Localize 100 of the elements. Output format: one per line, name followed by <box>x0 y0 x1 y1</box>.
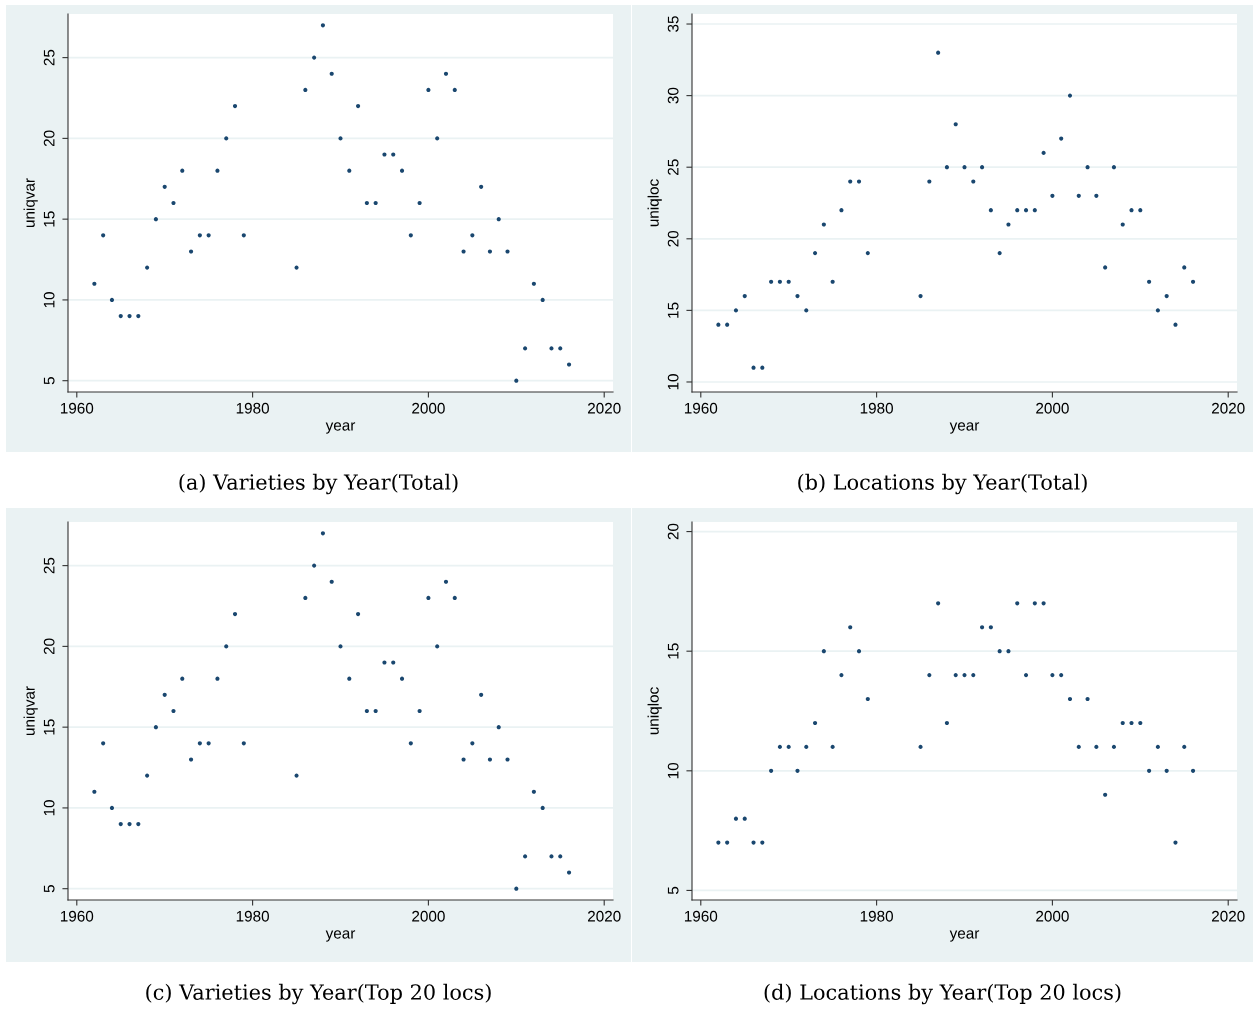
point <box>1129 208 1134 213</box>
point <box>786 279 791 284</box>
point <box>303 595 308 601</box>
point <box>232 611 238 617</box>
point <box>1147 279 1152 284</box>
point <box>329 579 334 584</box>
y-tick-label: 20 <box>43 638 55 655</box>
point <box>918 744 923 749</box>
point <box>505 757 510 762</box>
point <box>312 563 317 568</box>
point <box>1190 279 1196 284</box>
point <box>109 805 115 811</box>
x-tick-label: 2000 <box>1036 402 1069 414</box>
point <box>162 692 167 697</box>
y-tick-label: 10 <box>667 762 679 779</box>
point <box>1111 165 1117 170</box>
point <box>997 649 1002 654</box>
point <box>1094 193 1099 198</box>
point <box>1173 840 1178 845</box>
point <box>496 725 501 730</box>
point <box>716 322 721 327</box>
point <box>848 625 853 630</box>
point <box>531 789 536 794</box>
point <box>382 660 387 665</box>
x-tick-label: 1960 <box>684 402 718 414</box>
point <box>988 208 993 213</box>
x-axis-title: year <box>949 422 980 434</box>
point <box>830 744 835 749</box>
point <box>487 757 493 762</box>
point <box>479 184 484 189</box>
x-tick-label: 2020 <box>1211 910 1245 922</box>
point <box>1023 208 1029 213</box>
point <box>145 773 150 778</box>
point <box>1085 696 1090 702</box>
y-axis-title: uniqloc <box>647 179 662 227</box>
point <box>777 744 782 749</box>
point <box>848 179 853 184</box>
x-tick-label: 1980 <box>236 910 269 922</box>
point <box>980 165 985 170</box>
point <box>127 313 132 319</box>
point <box>408 233 413 238</box>
point <box>971 673 976 678</box>
y-tick-label: 30 <box>667 87 679 104</box>
point <box>391 152 396 157</box>
y-tick-label: 20 <box>667 523 679 540</box>
point <box>364 200 369 206</box>
point <box>1103 265 1108 270</box>
point <box>1155 308 1160 313</box>
point <box>408 741 413 746</box>
point <box>839 208 844 213</box>
x-tick-label: 1980 <box>236 402 269 414</box>
point <box>751 840 756 845</box>
point <box>812 720 818 726</box>
x-axis-title: year <box>325 930 356 942</box>
point <box>505 249 510 254</box>
point <box>373 200 378 206</box>
point <box>452 595 457 601</box>
point <box>92 281 97 286</box>
point <box>1120 720 1125 726</box>
point <box>865 696 870 702</box>
point <box>188 249 194 254</box>
point <box>347 676 352 681</box>
point <box>1147 768 1152 773</box>
point <box>523 854 528 859</box>
point <box>1164 768 1169 773</box>
y-tick-label: 15 <box>43 211 55 227</box>
x-tick-label: 2000 <box>412 910 445 922</box>
point <box>399 676 405 681</box>
point <box>1164 293 1169 299</box>
point <box>997 251 1002 256</box>
point <box>795 768 800 773</box>
point <box>1059 673 1064 678</box>
point <box>153 725 158 730</box>
point <box>347 168 352 173</box>
point <box>725 322 730 327</box>
point <box>443 579 449 584</box>
y-tick-label: 10 <box>43 800 55 816</box>
point <box>769 279 774 284</box>
point <box>1050 193 1055 198</box>
point <box>962 165 967 170</box>
point <box>1155 744 1160 749</box>
point <box>1015 601 1020 606</box>
point <box>1006 649 1011 654</box>
point <box>936 601 941 606</box>
y-axis-title: uniqvar <box>23 178 38 228</box>
point <box>1190 768 1196 773</box>
point <box>417 708 422 714</box>
point <box>760 365 765 370</box>
point <box>1067 696 1073 702</box>
point <box>1182 744 1187 749</box>
point <box>171 708 176 714</box>
point <box>470 233 475 238</box>
point <box>127 821 132 827</box>
point <box>241 233 246 238</box>
y-axis-title: uniqvar <box>23 686 38 736</box>
y-tick-label: 20 <box>43 130 55 147</box>
y-tick-label: 15 <box>43 719 55 735</box>
point <box>944 165 949 170</box>
x-tick-label: 2000 <box>1036 910 1069 922</box>
point <box>1138 208 1143 213</box>
